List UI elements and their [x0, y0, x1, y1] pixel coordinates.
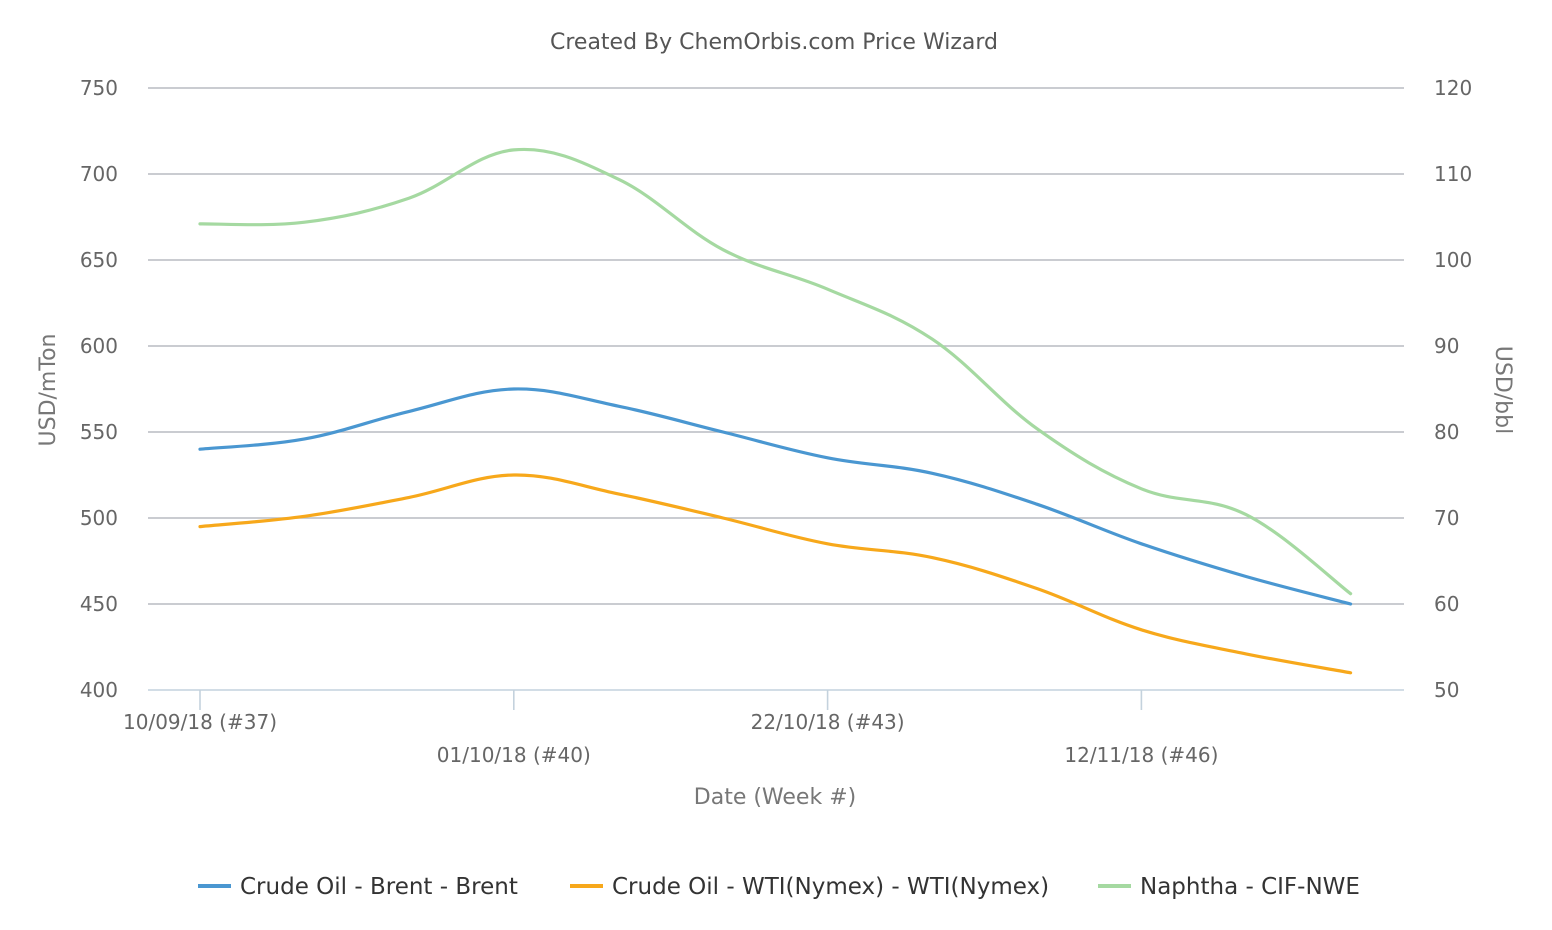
left-y-tick-label: 550	[80, 420, 118, 444]
chart-title: Created By ChemOrbis.com Price Wizard	[550, 30, 998, 55]
right-y-tick-label: 70	[1434, 506, 1459, 530]
y-axis-title-right: USD/bbl	[1490, 346, 1515, 434]
left-y-axis-ticks: 400 450 500 550 600 650 700 750	[80, 76, 118, 702]
left-y-tick-label: 650	[80, 248, 118, 272]
left-y-tick-label: 700	[80, 162, 118, 186]
right-y-tick-label: 110	[1434, 162, 1472, 186]
series-line	[198, 147, 1353, 596]
legend-label: Naphtha - CIF-NWE	[1140, 874, 1360, 900]
x-axis: 10/09/18 (#37) 01/10/18 (#40) 22/10/18 (#4…	[123, 689, 1404, 767]
left-y-tick-label: 500	[80, 506, 118, 530]
legend-label: Crude Oil - WTI(Nymex) - WTI(Nymex)	[612, 874, 1049, 900]
legend: Crude Oil - Brent - Brent Crude Oil - WTI…	[198, 874, 1360, 900]
right-y-tick-label: 80	[1434, 420, 1459, 444]
x-tick-label: 01/10/18 (#40)	[437, 743, 591, 767]
series-lines	[198, 147, 1353, 675]
series-line	[198, 387, 1353, 606]
legend-label: Crude Oil - Brent - Brent	[240, 874, 518, 900]
right-y-tick-label: 50	[1434, 678, 1459, 702]
left-y-tick-label: 600	[80, 334, 118, 358]
x-tick-label: 10/09/18 (#37)	[123, 710, 277, 734]
left-y-tick-label: 400	[80, 678, 118, 702]
gridlines	[148, 87, 1404, 605]
x-tick-label: 12/11/18 (#46)	[1064, 743, 1218, 767]
series-line	[198, 473, 1353, 675]
right-y-tick-label: 120	[1434, 76, 1472, 100]
left-y-tick-label: 450	[80, 592, 118, 616]
x-axis-title: Date (Week #)	[694, 785, 856, 810]
right-y-axis-ticks: 50 60 70 80 90 100 110 120	[1434, 76, 1472, 702]
left-y-tick-label: 750	[80, 76, 118, 100]
right-y-tick-label: 100	[1434, 248, 1472, 272]
right-y-tick-label: 90	[1434, 334, 1459, 358]
right-y-tick-label: 60	[1434, 592, 1459, 616]
x-tick-label: 22/10/18 (#43)	[751, 710, 905, 734]
y-axis-title-left: USD/mTon	[36, 334, 61, 447]
